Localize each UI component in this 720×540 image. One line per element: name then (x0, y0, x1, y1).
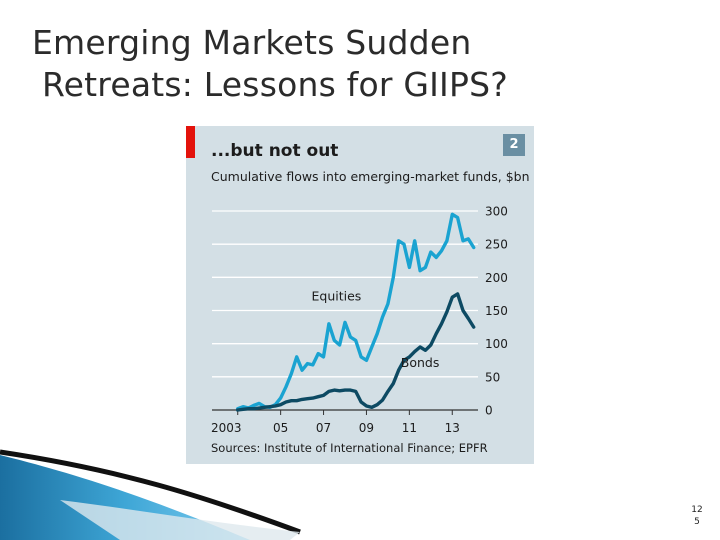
y-tick-label: 200 (485, 271, 508, 285)
economist-red-tag (186, 126, 195, 158)
x-tick-label: 05 (273, 421, 288, 435)
series-line-bonds (235, 292, 476, 412)
y-tick-label: 150 (485, 304, 508, 318)
y-tick-label: 100 (485, 337, 508, 351)
y-tick-label: 50 (485, 370, 500, 384)
slide-title: Emerging Markets Sudden Retreats: Lesson… (32, 22, 632, 106)
chart-number-badge: 2 (503, 134, 525, 156)
x-tick-label: 2003 (211, 421, 242, 435)
chart-source: Sources: Institute of International Fina… (211, 441, 488, 455)
x-tick-label: 11 (402, 421, 417, 435)
y-tick-label: 300 (485, 205, 508, 219)
x-tick-label: 09 (359, 421, 374, 435)
x-tick-label: 07 (316, 421, 331, 435)
y-tick-label: 0 (485, 404, 493, 418)
y-tick-label: 250 (485, 238, 508, 252)
series-line-equities (235, 212, 476, 411)
slide-title-line-1: Emerging Markets Sudden (32, 23, 472, 62)
page-number-line-1: 12 (691, 505, 703, 515)
slide-title-line-2: Retreats: Lessons for GIIPS? (42, 65, 508, 104)
x-tick-label: 13 (445, 421, 460, 435)
series-label-equities: Equities (312, 289, 362, 304)
chart-title: ...but not out (211, 141, 339, 161)
chart-subtitle: Cumulative flows into emerging-market fu… (211, 169, 530, 184)
series-label-bonds: Bonds (401, 355, 440, 370)
slide-page-number: 12 5 (690, 504, 704, 528)
page-number-line-2: 5 (694, 517, 700, 527)
